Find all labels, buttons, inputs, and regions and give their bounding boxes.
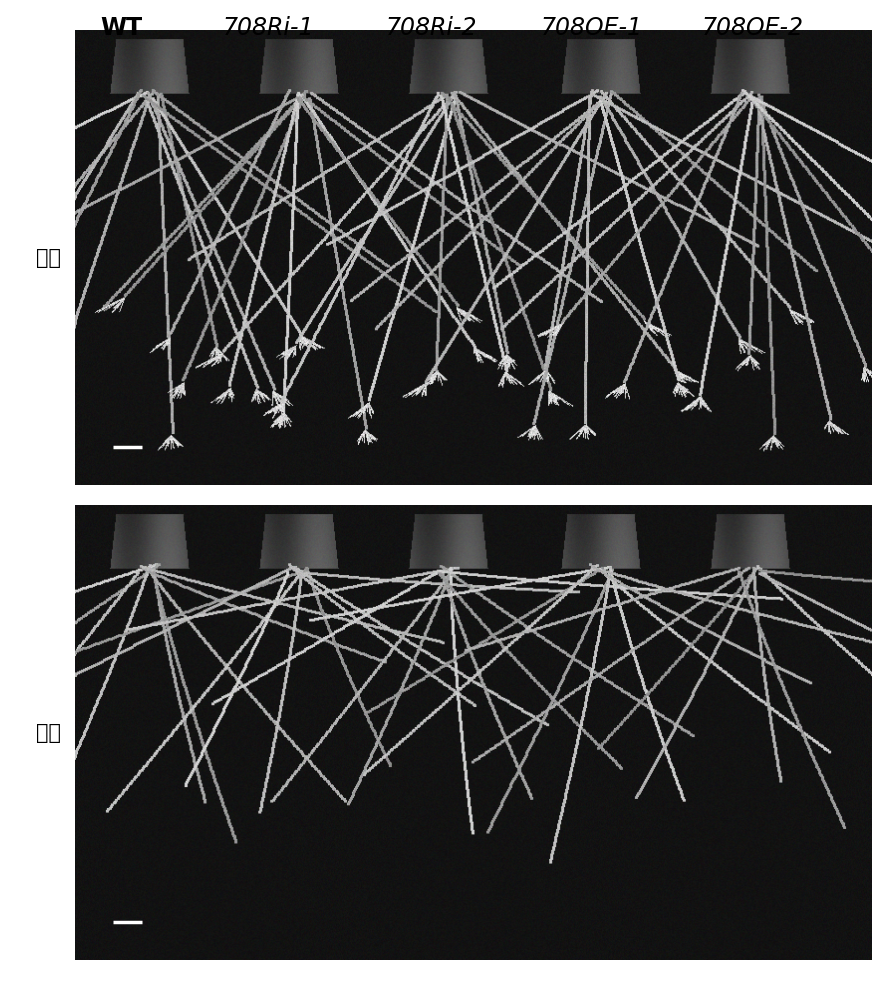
Text: WT: WT: [100, 16, 143, 40]
Text: 708Ri-1: 708Ri-1: [223, 16, 314, 40]
Text: 708OE-2: 708OE-2: [701, 16, 803, 40]
Text: 708OE-1: 708OE-1: [540, 16, 642, 40]
Text: 708Ri-2: 708Ri-2: [385, 16, 477, 40]
Text: 旱处: 旱处: [36, 723, 61, 743]
Text: 正常: 正常: [36, 248, 61, 268]
